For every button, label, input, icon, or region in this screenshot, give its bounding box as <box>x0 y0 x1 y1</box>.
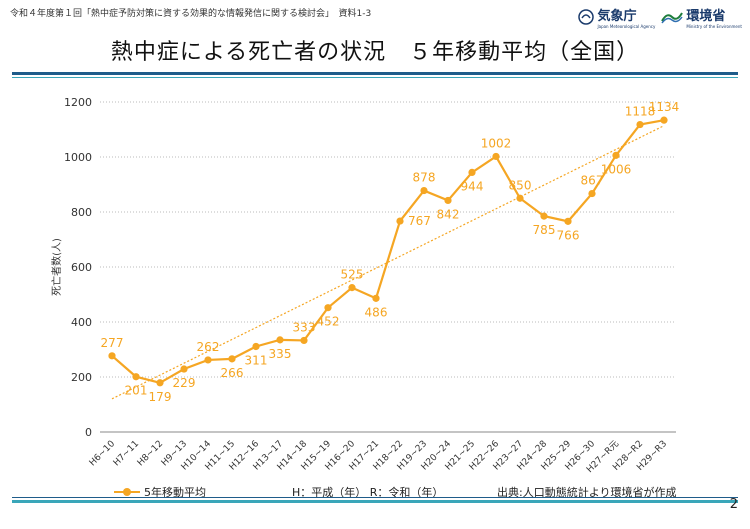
y-tick-label: 0 <box>85 426 92 439</box>
data-label: 229 <box>173 376 196 390</box>
line-chart: 0 200 400 600 800 1000 1200 死亡者数(人) H6~10H7~11H8… <box>50 96 680 475</box>
data-point <box>444 196 452 205</box>
y-tick-label: 200 <box>71 371 92 384</box>
slide-title: 熱中症による死亡者の状況 ５年移動平均（全国） <box>110 40 640 65</box>
jma-emblem-icon <box>578 9 595 25</box>
data-label: 867 <box>581 174 604 188</box>
data-label: 311 <box>245 353 268 367</box>
trendline <box>111 125 665 400</box>
moe-emblem-icon <box>661 12 684 24</box>
data-point <box>588 189 596 198</box>
data-label: 1006 <box>601 162 632 176</box>
data-label: 266 <box>221 366 244 380</box>
data-point <box>420 186 428 195</box>
data-point <box>324 304 332 312</box>
data-label: 201 <box>125 384 148 398</box>
data-point <box>516 194 524 202</box>
y-tick-label: 1200 <box>64 96 92 109</box>
y-axis-title: 死亡者数(人) <box>50 238 63 296</box>
data-label: 335 <box>269 347 292 361</box>
chart-legend: 5年移動平均 <box>114 484 206 500</box>
data-point <box>396 217 404 225</box>
moe-logo-text: 環境省 <box>686 9 726 24</box>
data-label: 277 <box>101 336 124 350</box>
data-point <box>636 120 644 129</box>
data-point <box>108 352 116 360</box>
data-label: 1002 <box>481 136 512 150</box>
era-note: H：平成（年） R：令和（年） <box>292 486 444 499</box>
data-label: 262 <box>197 340 220 354</box>
data-point <box>540 212 548 220</box>
x-tick-label: H8~12 <box>136 439 165 468</box>
source-note: 出典:人口動態統計より環境省が作成 <box>497 486 677 499</box>
data-point <box>252 342 260 351</box>
header-band-dark <box>12 72 738 75</box>
data-point <box>660 116 668 124</box>
data-label: 1134 <box>649 100 680 114</box>
data-point <box>156 379 164 387</box>
data-point <box>492 152 500 161</box>
data-point <box>348 284 356 292</box>
legend-marker-icon <box>114 488 140 496</box>
data-label: 944 <box>461 179 484 193</box>
footer-band-light <box>12 500 738 503</box>
y-tick-label: 400 <box>71 316 92 329</box>
y-tick-label: 800 <box>71 206 92 219</box>
data-label: 850 <box>509 178 532 192</box>
data-point <box>276 336 284 344</box>
moe-logo-subtext: Ministry of the Environment <box>686 24 742 29</box>
data-point <box>180 365 188 373</box>
data-point <box>468 168 476 176</box>
data-point <box>300 336 308 345</box>
data-label: 525 <box>341 268 364 282</box>
moe-logo: 環境省 Ministry of the Environment <box>661 5 742 29</box>
x-tick-label: H7~11 <box>112 439 141 468</box>
series-line <box>111 119 665 384</box>
header-band-light <box>12 77 738 78</box>
logo-area: 気象庁 Japan Meteorological Agency 環境省 Mini… <box>578 2 742 32</box>
data-point <box>372 294 380 302</box>
footer-band-dark <box>12 497 738 498</box>
jma-logo-text: 気象庁 <box>597 9 637 24</box>
data-label: 842 <box>437 207 460 221</box>
page-number: 2 <box>729 497 738 512</box>
data-point <box>132 373 140 381</box>
jma-logo: 気象庁 Japan Meteorological Agency <box>578 5 655 29</box>
data-label: 179 <box>149 390 172 404</box>
data-label: 452 <box>317 315 340 329</box>
data-label: 486 <box>365 305 388 319</box>
y-tick-label: 600 <box>71 261 92 274</box>
data-label: 878 <box>413 171 436 185</box>
data-point <box>564 217 572 225</box>
data-label: 767 <box>408 214 431 228</box>
data-label: 766 <box>557 228 580 242</box>
meeting-caption: 令和４年度第１回「熱中症予防対策に資する効果的な情報発信に関する検討会」 資料1… <box>10 9 372 19</box>
data-point <box>612 151 620 159</box>
data-label: 333 <box>293 320 316 334</box>
jma-logo-subtext: Japan Meteorological Agency <box>597 24 656 29</box>
y-tick-label: 1000 <box>64 151 92 164</box>
data-point <box>228 355 236 363</box>
data-label: 1118 <box>625 105 656 119</box>
legend-label: 5年移動平均 <box>144 486 206 499</box>
x-tick-label: H6~10 <box>88 439 118 469</box>
data-label: 785 <box>533 223 556 237</box>
data-point <box>204 356 212 364</box>
